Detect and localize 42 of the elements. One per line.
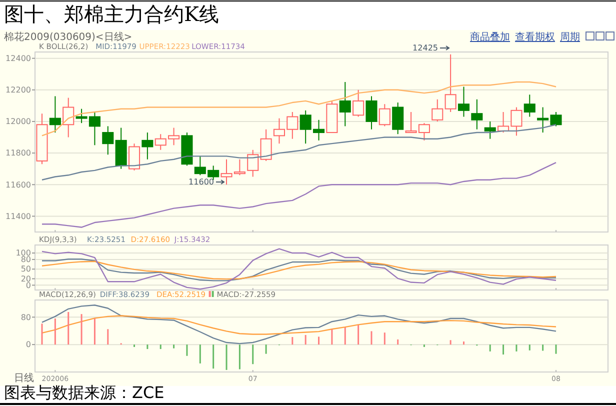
y-tick-label: 80 <box>20 312 31 322</box>
chart-subtitle: 棉花2009(030609)<日线> <box>4 31 132 43</box>
line-series <box>41 315 557 335</box>
y-tick-label: 12200 <box>6 86 31 95</box>
candlestick <box>378 104 390 127</box>
y-tick-label: 12400 <box>6 54 31 63</box>
candlestick <box>142 132 154 160</box>
candlestick <box>366 96 378 130</box>
y-tick-label: 0 <box>26 280 31 290</box>
candlestick <box>392 102 404 135</box>
candlestick <box>128 143 140 171</box>
candlestick <box>260 128 272 162</box>
line-series <box>41 162 557 228</box>
y-tick-label: 11600 <box>6 180 31 190</box>
chart-title: 图十、郑棉主力合约K线 <box>4 2 219 26</box>
y-tick-label: 20 <box>20 274 31 284</box>
text: 周期 <box>560 31 580 43</box>
candlestick <box>432 98 444 122</box>
y-tick-label: 11400 <box>6 212 31 221</box>
candlestick <box>484 120 496 140</box>
candlestick <box>102 126 114 156</box>
candlestick <box>458 86 470 118</box>
y-tick-label: 11800 <box>6 148 31 158</box>
annotation: 12425 <box>412 44 438 53</box>
text: 商品叠加 <box>470 31 510 43</box>
text: 图表与数据来源：ZCE <box>4 383 164 402</box>
candlestick <box>339 82 351 127</box>
text: 日线 <box>14 372 34 384</box>
y-tick-label: 12000 <box>6 117 31 126</box>
line-series <box>41 304 557 344</box>
y-tick-label: 50 <box>20 264 31 274</box>
line-series <box>41 248 557 290</box>
text: 查看期权 <box>515 31 555 43</box>
y-tick-label: 0 <box>26 340 31 350</box>
y-tick-label: 80 <box>20 255 31 264</box>
candlestick <box>62 97 74 138</box>
candlestick <box>352 89 364 118</box>
candlestick <box>524 94 536 118</box>
candlestick <box>49 96 61 134</box>
candlestick <box>471 98 483 130</box>
annotation: 11600 <box>188 178 214 187</box>
candlestick <box>247 149 259 178</box>
